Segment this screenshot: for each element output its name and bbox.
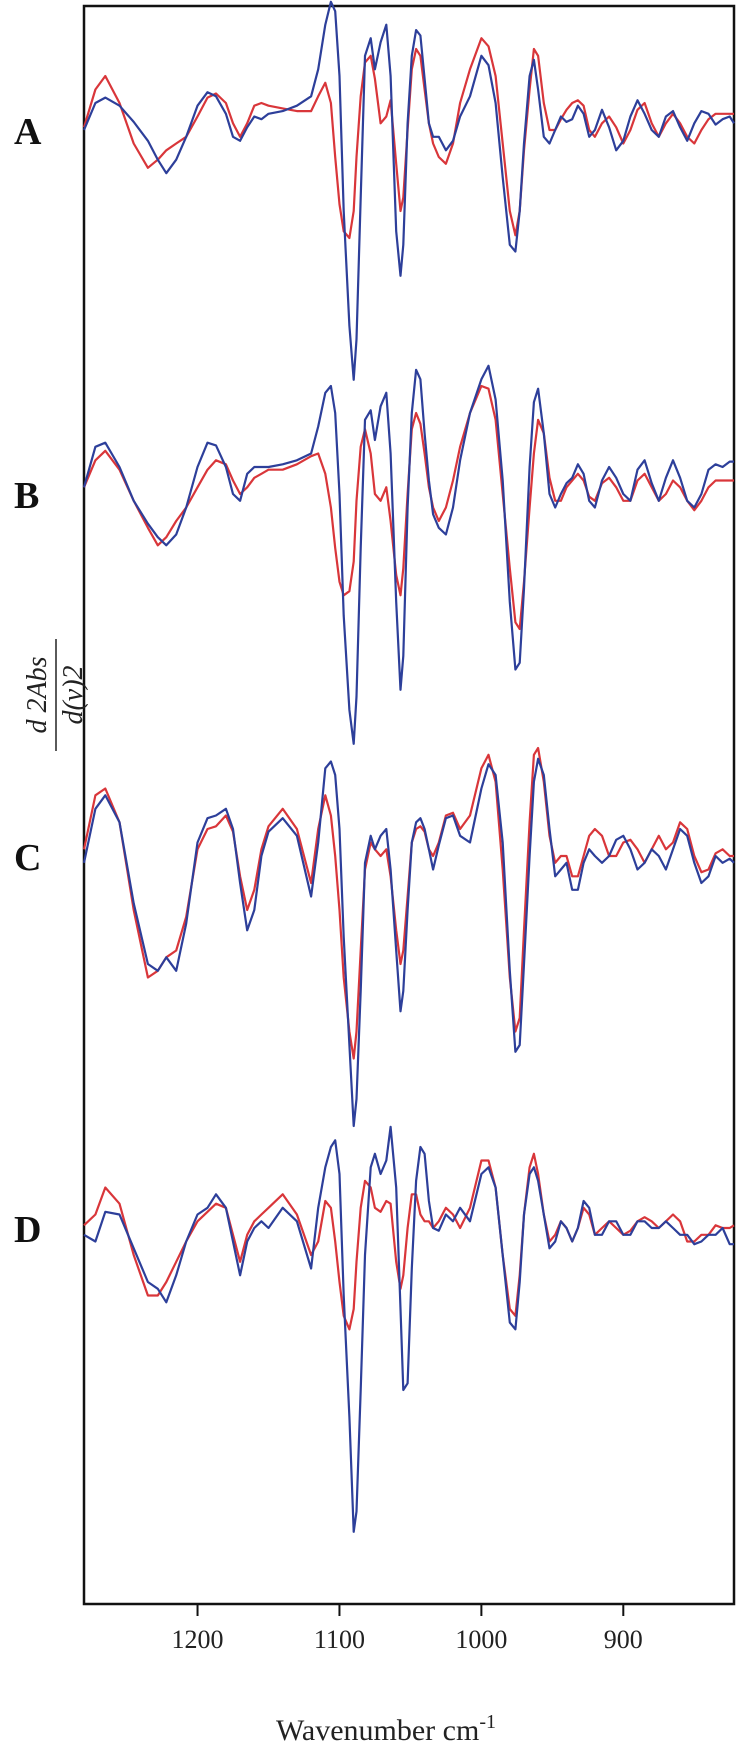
- series-b-red: [82, 384, 734, 631]
- x-tick-label-900: 900: [604, 1625, 643, 1654]
- series-layer: [82, 0, 735, 1533]
- x-axis-title-text: Wavenumber cm: [276, 1714, 479, 1747]
- x-axis-ticks: 1200 1100 1000 900: [172, 1604, 643, 1654]
- panel-label-d: D: [14, 1209, 41, 1251]
- plot-frame: [82, 4, 736, 1606]
- x-tick-label-1100: 1100: [314, 1625, 365, 1654]
- panel-label-a: A: [14, 111, 42, 153]
- panel-label-c: C: [14, 837, 41, 879]
- y-axis-label: d 2Abs d(ν)2: [22, 639, 89, 751]
- panel-labels: A B C D: [14, 111, 42, 1251]
- x-tick-label-1200: 1200: [172, 1625, 224, 1654]
- series-c-blue: [82, 757, 735, 1128]
- series-d-blue: [83, 1125, 734, 1533]
- x-tick-label-1000: 1000: [455, 1625, 507, 1654]
- series-b-blue: [82, 364, 734, 745]
- y-axis-label-denominator: d(ν)2: [58, 665, 89, 724]
- series-a-red: [82, 37, 734, 240]
- y-axis-label-numerator: d 2Abs: [22, 656, 53, 733]
- series-a-blue: [82, 0, 735, 381]
- series-d-red: [83, 1152, 735, 1331]
- x-axis-title: Wavenumber cm-1: [276, 1711, 496, 1747]
- panel-label-b: B: [14, 475, 39, 517]
- x-axis-title-unit-exponent: -1: [479, 1711, 496, 1733]
